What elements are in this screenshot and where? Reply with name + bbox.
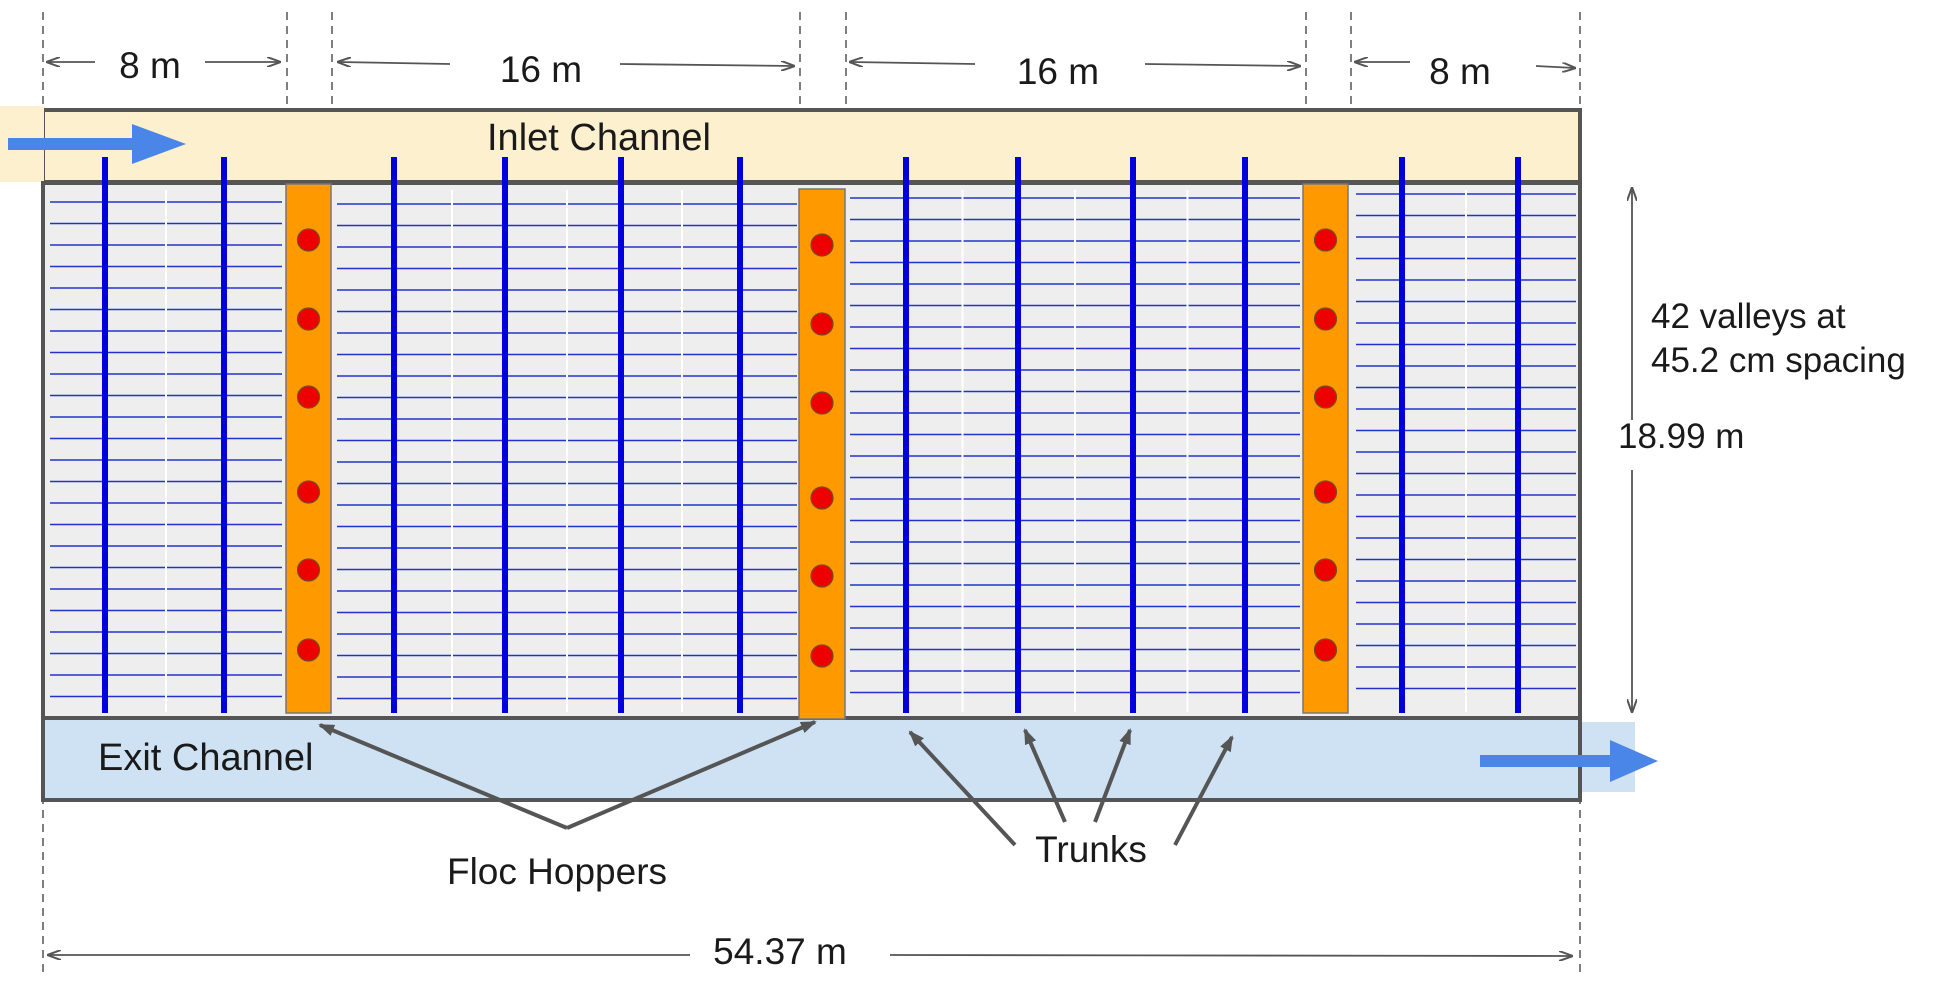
hopper-port: [810, 564, 834, 588]
hopper-port: [810, 233, 834, 257]
hopper-port: [810, 486, 834, 510]
hopper-port: [296, 480, 321, 504]
hopper-port: [810, 391, 834, 415]
hopper-port: [1313, 638, 1338, 662]
valleys-note-line2: 45.2 cm spacing: [1651, 341, 1906, 380]
floc-hopper: [285, 183, 332, 714]
exit-channel-label: Exit Channel: [98, 737, 313, 779]
hopper-port: [296, 638, 321, 662]
hopper-port: [1313, 385, 1338, 409]
hopper-port: [810, 644, 834, 668]
hopper-port: [296, 228, 321, 252]
hopper-port: [810, 312, 834, 336]
plate-settler-lines: [50, 190, 1576, 712]
hopper-port: [1313, 307, 1338, 331]
trunks-callout: Trunks: [1035, 829, 1147, 870]
hopper-port: [296, 385, 321, 409]
total-length-label: 54.37 m: [713, 931, 847, 972]
hopper-port: [1313, 480, 1338, 504]
dim-label-span-1: 8 m: [119, 45, 181, 86]
inlet-channel: [41, 108, 1582, 184]
hopper-port: [1313, 228, 1338, 252]
callout-leaders: [318, 720, 1234, 847]
dim-label-span-3: 16 m: [1017, 51, 1099, 92]
top-dimension-arrows: [47, 62, 1575, 68]
dim-label-span-2: 16 m: [500, 49, 582, 90]
exit-flow-arrow: [1480, 740, 1658, 782]
valleys-note-line1: 42 valleys at: [1651, 297, 1846, 336]
hopper-port: [1313, 558, 1338, 582]
inlet-channel-label: Inlet Channel: [487, 117, 711, 159]
height-label: 18.99 m: [1618, 417, 1744, 456]
floc-hopper: [1302, 183, 1349, 714]
hopper-port: [296, 307, 321, 331]
inlet-flow-arrow: [8, 124, 186, 164]
floc-hoppers: [285, 183, 1349, 720]
hopper-port: [296, 558, 321, 582]
trunks: [102, 157, 1521, 713]
floc-hoppers-callout: Floc Hoppers: [447, 851, 667, 892]
total-length-dimension: [48, 955, 1572, 956]
floc-hopper: [798, 188, 846, 720]
dim-label-span-4: 8 m: [1429, 51, 1491, 92]
